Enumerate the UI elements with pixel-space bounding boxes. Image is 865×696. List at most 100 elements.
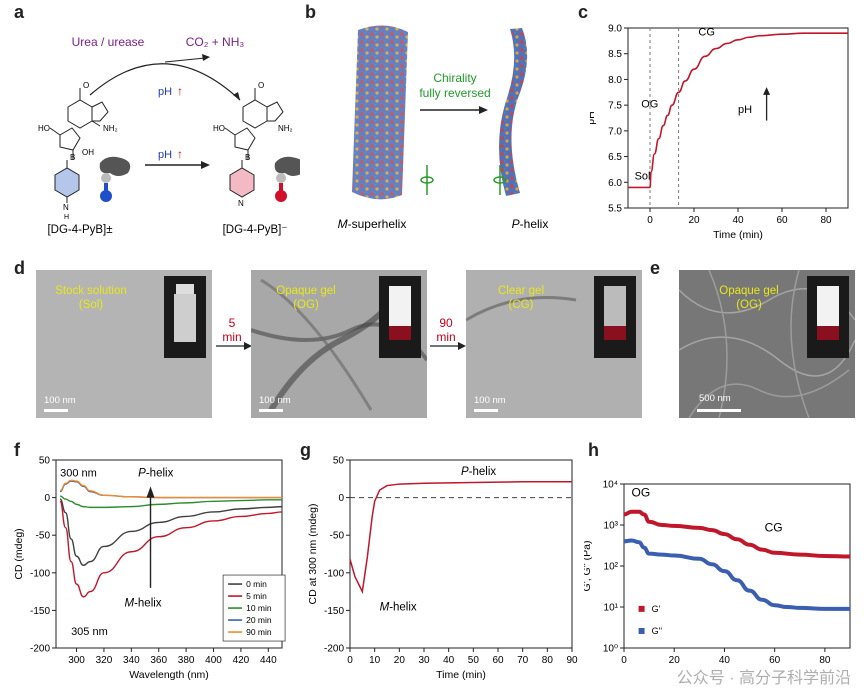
co2-nh3-label: CO₂ + NH₃: [186, 35, 245, 49]
x-tick-label: 340: [123, 655, 140, 666]
cd-time-chart: 0 10 20 30 40 50 60 70 80 90 -200 -150 -100 -50 0 50 Tim…: [307, 456, 578, 682]
y-tick-label: -200: [324, 644, 344, 655]
x-tick-label: 70: [517, 655, 529, 666]
modulus-curve: [623, 538, 850, 611]
x-tick-label: 20: [394, 655, 406, 666]
panel-label-d: d: [14, 258, 25, 278]
m-superhelix-label: M-superhelix: [338, 217, 407, 231]
x-tick-label: 30: [418, 655, 430, 666]
cg-caption-1: Clear gel: [497, 285, 545, 297]
scale-bar-3: [474, 409, 498, 412]
label-300nm: 300 nm: [60, 468, 97, 480]
panel-label-g: g: [300, 440, 311, 460]
x-tick-label: 60: [776, 215, 788, 226]
vial-photo-cg: [594, 276, 636, 358]
arrow-90-min: 90 min: [436, 316, 456, 344]
right-cartoon-icon: [274, 156, 300, 202]
svg-text:N: N: [238, 199, 244, 208]
label-p-helix: P-helix: [138, 468, 173, 480]
x-tick-label: 20: [688, 215, 700, 226]
scale-bar-label-sem: 500 nm: [699, 393, 731, 404]
x-tick-label: 80: [820, 215, 832, 226]
arrow-2-icon: [430, 342, 466, 350]
x-tick-label: 50: [468, 655, 480, 666]
ph-arrow-label: pH: [738, 104, 752, 116]
y-tick-label: 10²: [604, 562, 619, 573]
y-tick-label: 10⁴: [603, 480, 618, 491]
plot-frame: [623, 483, 851, 649]
x-tick-label: 80: [542, 655, 554, 666]
right-compound-label: [DG-4-PyB]⁻: [223, 224, 288, 236]
svg-text:HO: HO: [38, 124, 50, 133]
svg-text:↑: ↑: [177, 147, 183, 161]
cd-spectra-chart: 300 320 340 360 380 400 420 440 -200 -150 -100 -50 0…: [13, 456, 286, 681]
y-axis-label: G', G'' (Pa): [584, 541, 593, 592]
x-tick-label: 380: [178, 655, 195, 666]
label-305nm: 305 nm: [71, 626, 108, 638]
cd-series-line: [59, 479, 282, 499]
plot-frame: [55, 459, 283, 649]
cg-caption-2: (CG): [508, 299, 534, 311]
ph-label-bottom: pH: [158, 149, 172, 161]
panel-label-a: a: [14, 2, 25, 22]
panel-label-h: h: [588, 440, 599, 460]
x-tick-label: 60: [492, 655, 504, 666]
x-tick-label: 40: [732, 215, 744, 226]
p-rotation-icon: [493, 165, 507, 195]
svg-text:B: B: [245, 153, 250, 162]
cd-series-line: [60, 495, 282, 509]
og-caption-2: (OG): [293, 299, 319, 311]
watermark: 公众号 · 高分子科学前沿: [676, 670, 851, 687]
chirality-label: Chirality: [433, 71, 476, 85]
label-og-h: OG: [632, 485, 651, 499]
cd-time-curve: [349, 481, 572, 595]
label-sol: Sol: [635, 171, 651, 183]
svg-text:H: H: [64, 214, 69, 221]
panel-label-b: b: [305, 2, 316, 22]
y-axis-label: CD (mdeg): [13, 528, 25, 579]
arrow-1-icon: [216, 342, 252, 350]
ph-up-arrow-head: [763, 87, 771, 95]
y-tick-label: 9.0: [608, 24, 622, 35]
x-axis-label: Time (min): [713, 229, 763, 241]
y-tick-label: 50: [333, 456, 345, 467]
ph-curve: [628, 32, 848, 189]
left-molecule: [49, 88, 109, 203]
panel-label-f: f: [14, 440, 20, 460]
og-caption-1: Opaque gel: [276, 285, 336, 297]
m-superhelix-model: [352, 25, 408, 200]
p-helix-model: [499, 28, 528, 196]
y-tick-label: -50: [36, 531, 51, 542]
legend-entry: 90 min: [246, 627, 272, 637]
label-m-helix: M-helix: [124, 598, 161, 610]
plot-frame: [627, 27, 849, 209]
cd-series-line: [59, 500, 283, 598]
x-tick-label: 40: [719, 655, 731, 666]
y-tick-label: 8.0: [608, 75, 622, 86]
svg-text:↑: ↑: [177, 84, 183, 98]
y-tick-label: -150: [30, 606, 50, 617]
x-axis-label: Time (min): [436, 669, 486, 681]
x-tick-label: 10: [369, 655, 381, 666]
p-helix-label: P-helix: [512, 217, 549, 231]
scale-bar-2: [259, 409, 283, 412]
y-axis-label: pH: [590, 111, 597, 124]
svg-text:NH₂: NH₂: [278, 124, 293, 133]
y-tick-label: 10⁰: [603, 644, 618, 655]
x-tick-label: 420: [233, 655, 250, 666]
right-molecule: [224, 88, 284, 198]
y-tick-label: 8.5: [608, 49, 622, 60]
x-tick-label: 300: [68, 655, 85, 666]
tem-image-cg: Clear gel (CG) 100 nm: [466, 270, 642, 418]
svg-text:NH₂: NH₂: [103, 124, 118, 133]
y-tick-label: -150: [324, 606, 344, 617]
svg-text:OH: OH: [82, 148, 94, 157]
y-tick-label: 7.5: [608, 101, 622, 112]
scale-bar-1: [44, 409, 68, 412]
vial-photo-sol: [164, 276, 206, 358]
x-tick-label: 40: [443, 655, 455, 666]
y-tick-label: 0: [44, 493, 50, 504]
svg-text:N: N: [63, 203, 69, 212]
y-tick-label: 10³: [604, 521, 619, 532]
legend-entry: G'': [652, 626, 663, 636]
